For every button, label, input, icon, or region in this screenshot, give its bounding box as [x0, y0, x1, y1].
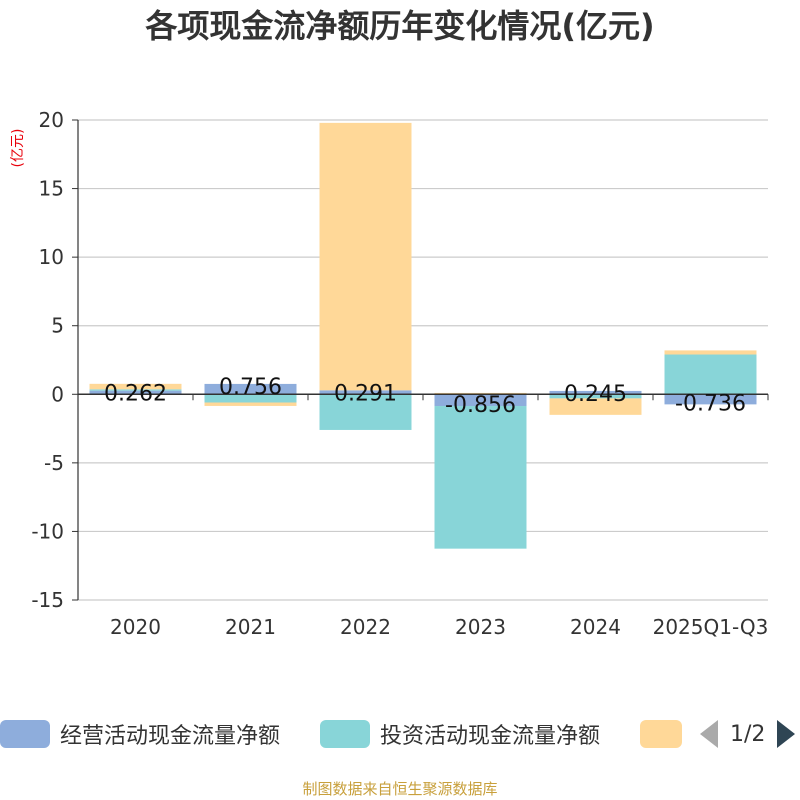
legend-page-indicator: 1/2: [730, 721, 766, 747]
bar-2024-series-2[interactable]: [549, 394, 642, 399]
y-tick-label: 15: [39, 177, 64, 201]
x-tick-label: 2021: [225, 615, 276, 639]
grid-lines: [78, 119, 768, 601]
bar-2022-series-2[interactable]: [319, 394, 412, 430]
legend-prev-arrow-icon[interactable]: [700, 720, 718, 748]
y-tick-label: -5: [44, 451, 64, 475]
legend-pager: 1/2: [700, 716, 796, 752]
y-axis-unit-label: (亿元): [10, 129, 26, 168]
legend-item-operating[interactable]: 经营活动现金流量净额: [0, 716, 280, 752]
bar-2024-series-1[interactable]: [549, 390, 642, 395]
legend: 经营活动现金流量净额 投资活动现金流量净额: [0, 716, 800, 752]
bar-2020-series-2[interactable]: [89, 389, 182, 391]
bar-2025Q1-Q3-series-3[interactable]: [664, 350, 757, 355]
bar-2025Q1-Q3-series-1[interactable]: [664, 394, 757, 405]
x-tick-label: 2022: [340, 615, 391, 639]
bar-2021-series-2[interactable]: [204, 394, 297, 403]
data-label-2022: 0.291: [334, 381, 397, 406]
bar-2021-series-3[interactable]: [204, 402, 297, 406]
bar-2020-series-3[interactable]: [89, 383, 182, 390]
bar-2021-series-1[interactable]: [204, 383, 297, 395]
legend-next-arrow-icon[interactable]: [777, 720, 796, 748]
x-tick-label: 2025Q1-Q3: [653, 615, 769, 639]
bars: [89, 122, 757, 549]
bar-2020-series-1[interactable]: [89, 390, 182, 395]
legend-swatch-investing: [320, 720, 370, 748]
bar-2022-series-1[interactable]: [319, 390, 412, 395]
data-label-2021: 0.756: [219, 375, 282, 400]
legend-item-investing[interactable]: 投资活动现金流量净额: [320, 716, 600, 752]
y-tick-label: 5: [51, 314, 64, 338]
bar-2022-series-3[interactable]: [319, 122, 412, 391]
legend-swatch-operating: [0, 720, 50, 748]
legend-item-financing[interactable]: [640, 716, 692, 752]
x-tick-label: 2020: [110, 615, 161, 639]
data-label-2024: 0.245: [564, 382, 627, 407]
bar-2023-series-1[interactable]: [434, 394, 527, 407]
legend-label-operating: 经营活动现金流量净额: [60, 724, 281, 749]
chart-title: 各项现金流净额历年变化情况(亿元): [145, 7, 655, 45]
data-source-note: 制图数据来自恒生聚源数据库: [302, 780, 498, 798]
y-tick-label: 20: [39, 108, 64, 132]
legend-swatch-financing: [640, 720, 682, 748]
data-label-2020: 0.262: [104, 382, 167, 407]
data-label-2023: -0.856: [445, 393, 516, 418]
data-label-2025Q1-Q3: -0.736: [675, 391, 746, 416]
data-labels: 0.262 0.756 0.291 -0.856 0.245 -0.736: [104, 375, 746, 418]
x-tick-label: 2024: [570, 615, 621, 639]
y-tick-label: -10: [31, 519, 64, 543]
y-tick-label: 10: [39, 245, 64, 269]
bar-2025Q1-Q3-series-2[interactable]: [664, 354, 757, 395]
bar-2023-series-2[interactable]: [434, 406, 527, 549]
y-tick-label: 0: [51, 382, 64, 406]
x-tick-label: 2023: [455, 615, 506, 639]
legend-label-investing: 投资活动现金流量净额: [380, 724, 601, 749]
y-tick-label: -15: [31, 588, 64, 612]
bar-2024-series-3[interactable]: [549, 398, 642, 415]
